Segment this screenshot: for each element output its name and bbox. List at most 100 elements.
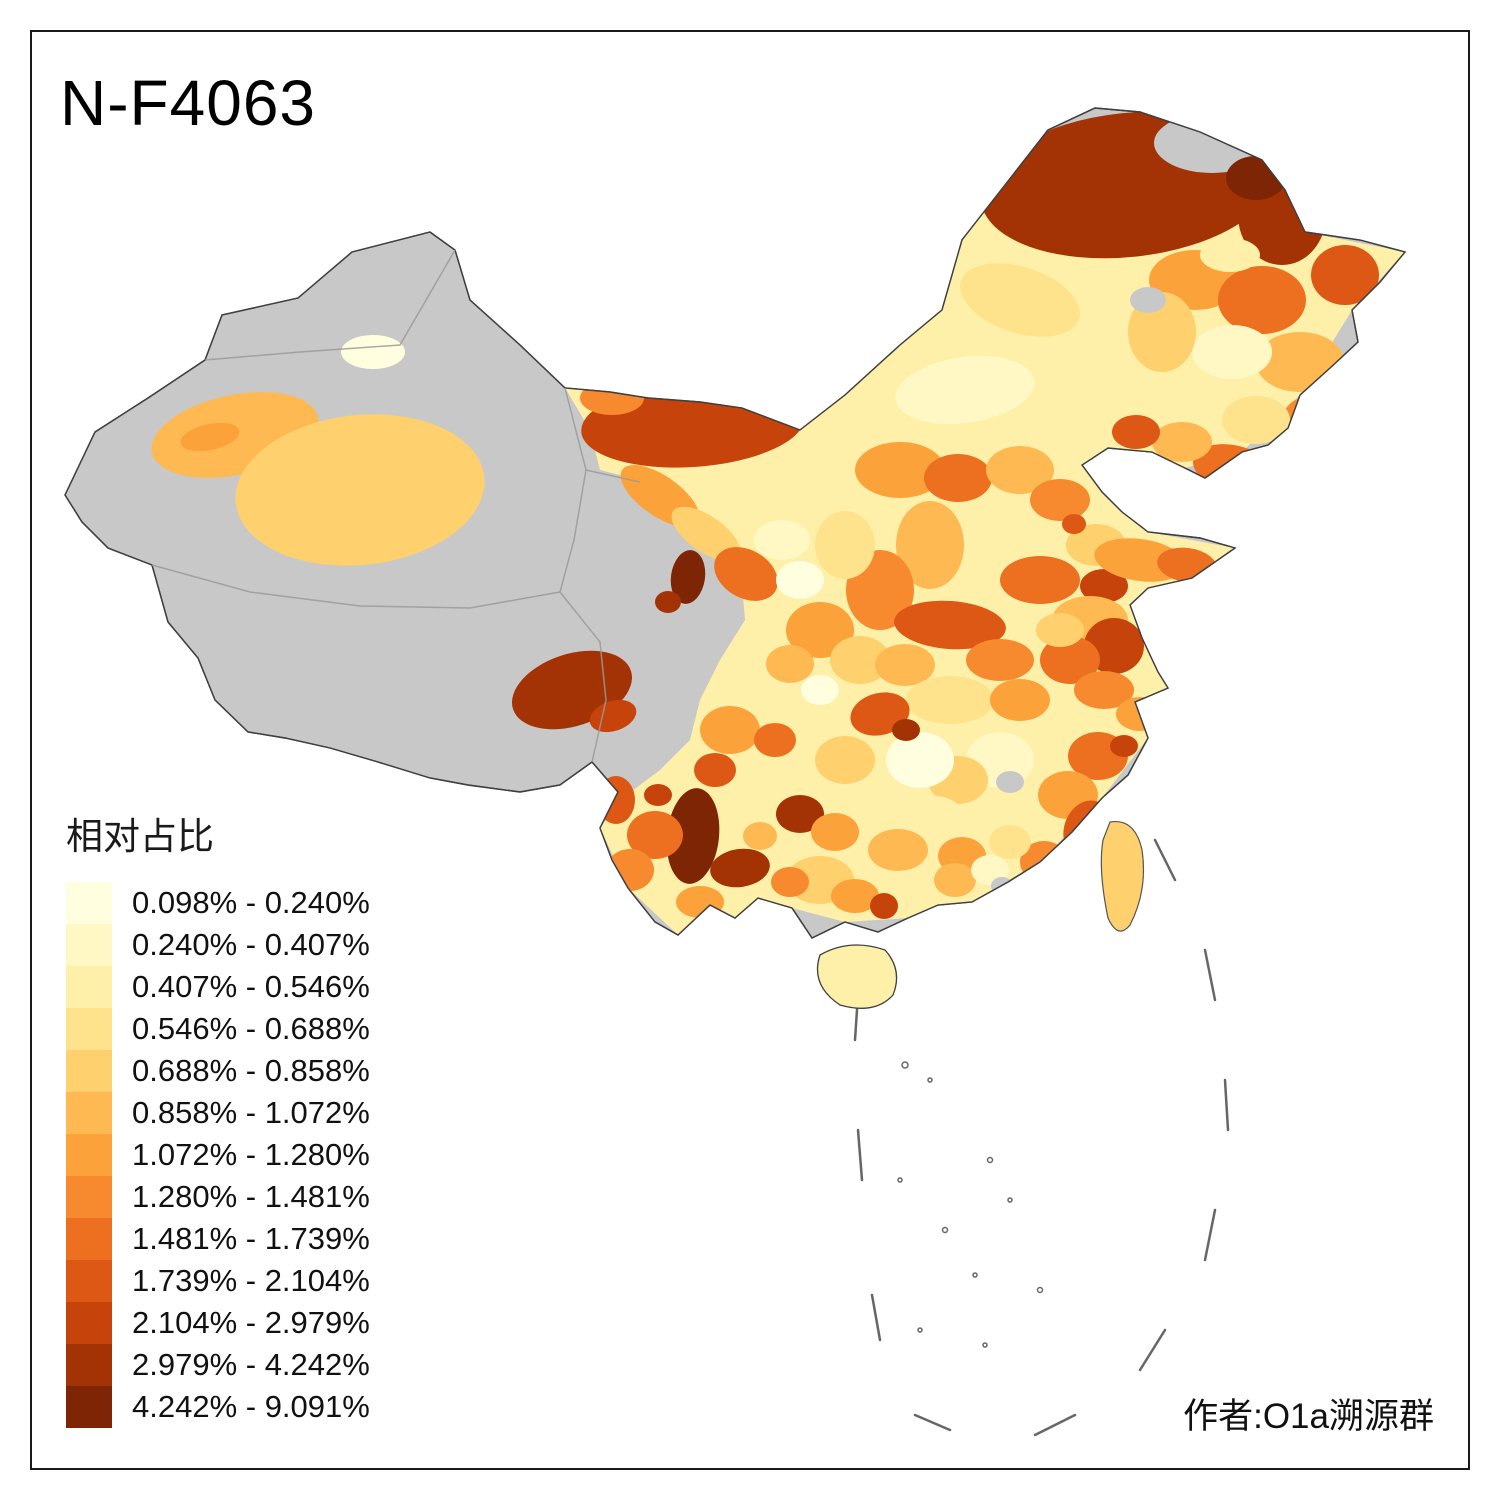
region-patch [1226, 156, 1286, 200]
region-patch [1256, 332, 1344, 392]
legend-label: 1.481% - 1.739% [132, 1221, 370, 1256]
region-patch [801, 675, 839, 705]
legend-item: 2.979% - 4.242% [66, 1344, 370, 1386]
legend-swatch [66, 966, 112, 1008]
region-patch [811, 813, 859, 851]
legend-title: 相对占比 [66, 816, 214, 857]
region-patch [934, 863, 976, 897]
region-patch [1200, 238, 1260, 272]
region-patch [1311, 245, 1379, 305]
region-patch [966, 506, 1034, 554]
region-patch [870, 893, 898, 919]
legend-label: 1.280% - 1.481% [132, 1179, 370, 1214]
legend-item: 1.481% - 1.739% [66, 1218, 370, 1260]
legend-swatch [66, 1344, 112, 1386]
region-patch [1074, 671, 1134, 709]
region-patch [786, 602, 854, 658]
region-patch [886, 732, 954, 788]
region-patch [895, 355, 1035, 425]
legend-label: 1.072% - 1.280% [132, 1137, 370, 1172]
region-patch [644, 784, 672, 806]
legend-swatch [66, 1092, 112, 1134]
region-patch [235, 414, 485, 566]
region-patch [989, 825, 1031, 859]
legend-item: 0.858% - 1.072% [66, 1092, 370, 1134]
region-patch [1040, 636, 1100, 684]
region-patch [1192, 325, 1272, 379]
legend-item: 4.242% - 9.091% [66, 1386, 370, 1428]
region-patch [831, 879, 879, 913]
region-patch [905, 796, 965, 844]
legend-item: 0.240% - 0.407% [66, 924, 370, 966]
region-patch [986, 446, 1054, 494]
legend-label: 4.242% - 9.091% [132, 1389, 370, 1424]
author-credit: 作者:O1a溯源群 [1183, 1397, 1434, 1436]
region-patch [671, 506, 741, 562]
region-patch [694, 753, 736, 787]
legend-swatch [66, 1050, 112, 1092]
legend-swatch [66, 1260, 112, 1302]
region-patch [855, 442, 945, 498]
region-patch [1062, 514, 1086, 534]
region-patch [906, 676, 994, 724]
region-patch [1152, 422, 1212, 462]
region-patch [1130, 287, 1166, 313]
region-patch [966, 639, 1034, 681]
legend-label: 2.104% - 2.979% [132, 1305, 370, 1340]
legend-label: 0.546% - 0.688% [132, 1011, 370, 1046]
region-patch [743, 822, 777, 850]
region-patch [180, 422, 240, 452]
region-patch [892, 719, 920, 741]
legend-item: 0.546% - 0.688% [66, 1008, 370, 1050]
region-patch [1218, 266, 1306, 334]
south-sea-islands [897, 1061, 1044, 1348]
province-borders [151, 249, 641, 763]
region-patch [1030, 479, 1090, 521]
legend-item: 1.280% - 1.481% [66, 1176, 370, 1218]
region-patch [815, 511, 875, 579]
region-patch [754, 723, 796, 757]
region-patch [1080, 569, 1128, 603]
legend-swatch [66, 924, 112, 966]
region-patch [666, 788, 720, 884]
legend-swatch [66, 882, 112, 924]
legend-item: 0.407% - 0.546% [66, 966, 370, 1008]
region-patch [589, 699, 637, 733]
region-patch [754, 520, 810, 560]
taiwan-island [1100, 820, 1145, 932]
legend-item: 2.104% - 2.979% [66, 1302, 370, 1344]
page-title: N-F4063 [60, 67, 316, 139]
legend-label: 0.240% - 0.407% [132, 927, 370, 962]
hainan-island [816, 944, 898, 1009]
region-patch [1036, 613, 1084, 647]
region-patch [676, 886, 724, 918]
region-patch [1112, 415, 1160, 449]
region-patch [960, 263, 1080, 337]
region-patch [655, 591, 681, 613]
region-patch [670, 550, 706, 604]
region-patch [896, 501, 964, 589]
region-patch [771, 867, 809, 897]
mainland-outline-top [64, 107, 1407, 939]
region-patch [580, 381, 644, 415]
region-patch [1222, 396, 1290, 444]
region-patch [1000, 556, 1080, 604]
legend-swatch [66, 1134, 112, 1176]
region-patch [1110, 735, 1138, 757]
region-patch [597, 776, 635, 824]
region-patch [847, 785, 885, 815]
nine-dash-line [853, 838, 1230, 1437]
legend-swatch [66, 1008, 112, 1050]
region-patch [766, 645, 814, 683]
legend-label: 0.407% - 0.546% [132, 969, 370, 1004]
region-patch [996, 771, 1024, 793]
region-patch [924, 454, 992, 502]
legend-label: 1.739% - 2.104% [132, 1263, 370, 1298]
region-patch [714, 547, 778, 601]
region-patch [606, 849, 654, 891]
legend-item: 1.739% - 2.104% [66, 1260, 370, 1302]
region-patch [868, 829, 928, 871]
legend: 相对占比 0.098% - 0.240% 0.240% - 0.407% 0.407… [66, 806, 370, 1428]
region-patch [341, 335, 405, 369]
